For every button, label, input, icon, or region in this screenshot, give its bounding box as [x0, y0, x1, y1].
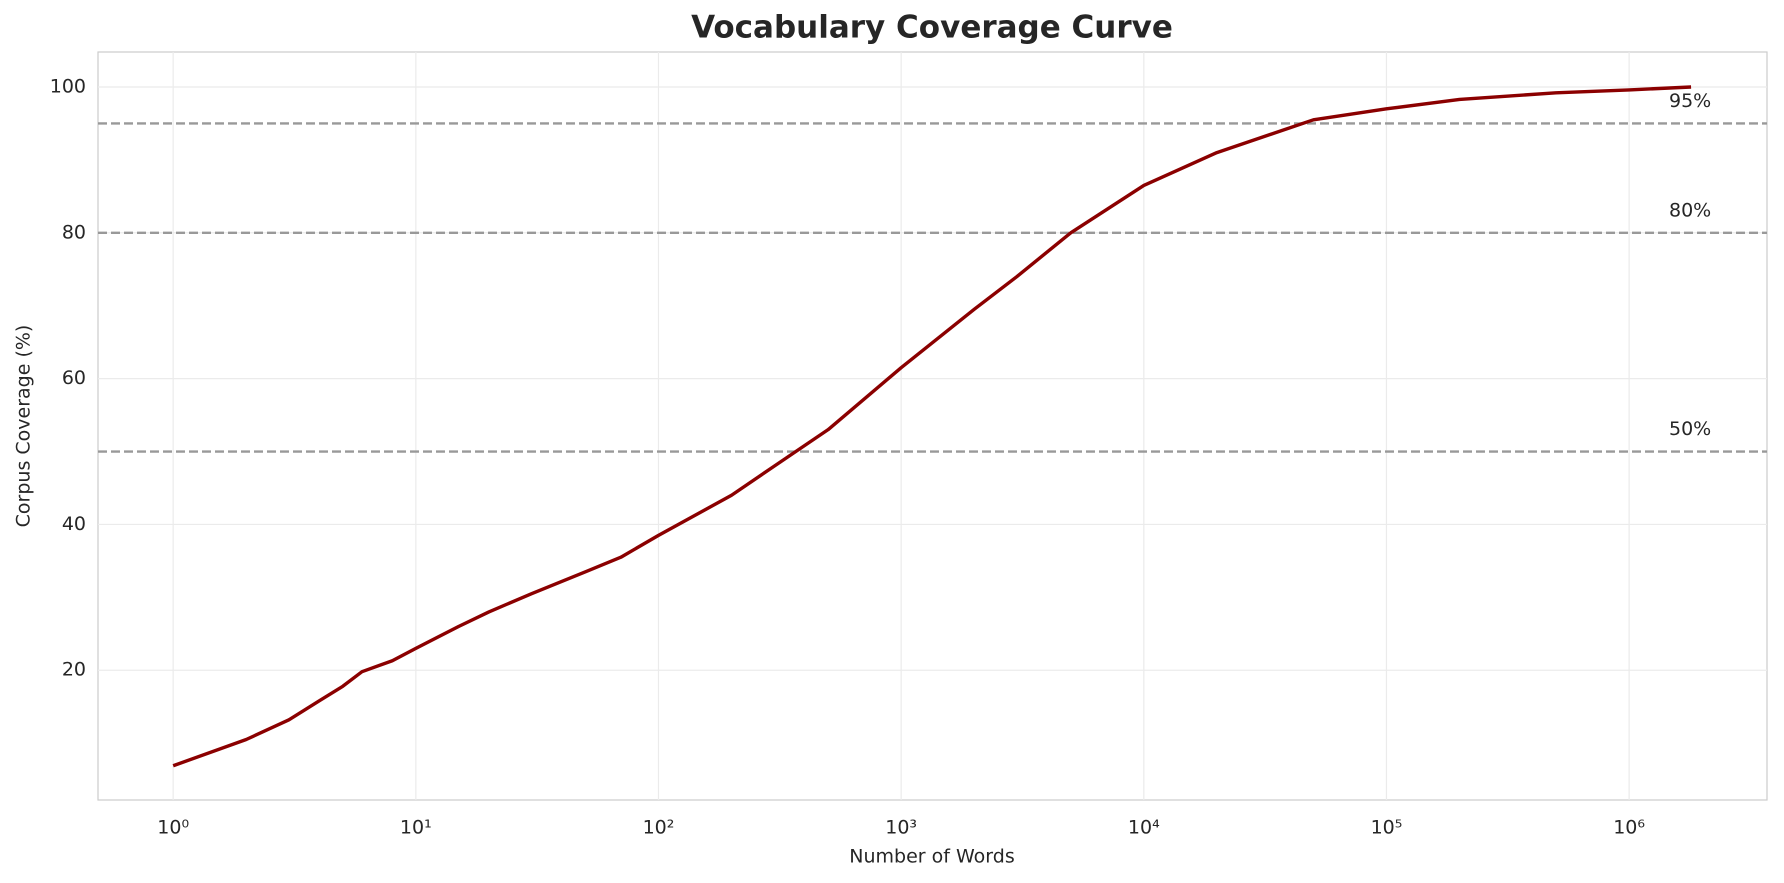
- chart-title: Vocabulary Coverage Curve: [691, 10, 1173, 46]
- y-axis-label: Corpus Coverage (%): [13, 325, 35, 528]
- x-tick-label: 10²: [643, 817, 675, 839]
- x-tick-label: 10⁰: [157, 817, 189, 839]
- x-axis-label: Number of Words: [849, 846, 1014, 868]
- x-tick-label: 10¹: [400, 817, 432, 839]
- y-tick-label: 100: [50, 75, 86, 97]
- x-tick-label: 10³: [885, 817, 917, 839]
- y-tick-label: 20: [62, 659, 86, 681]
- y-tick-label: 40: [62, 513, 86, 535]
- plot-area: [97, 51, 1768, 801]
- y-tick-label: 60: [62, 367, 86, 389]
- reference-label: 80%: [1669, 199, 1711, 221]
- y-tick-label: 80: [62, 221, 86, 243]
- x-tick-label: 10⁶: [1613, 817, 1645, 839]
- reference-label: 50%: [1669, 418, 1711, 440]
- reference-label: 95%: [1669, 90, 1711, 112]
- data-line: [172, 85, 1692, 768]
- x-tick-label: 10⁵: [1371, 817, 1403, 839]
- x-tick-label: 10⁴: [1128, 817, 1160, 839]
